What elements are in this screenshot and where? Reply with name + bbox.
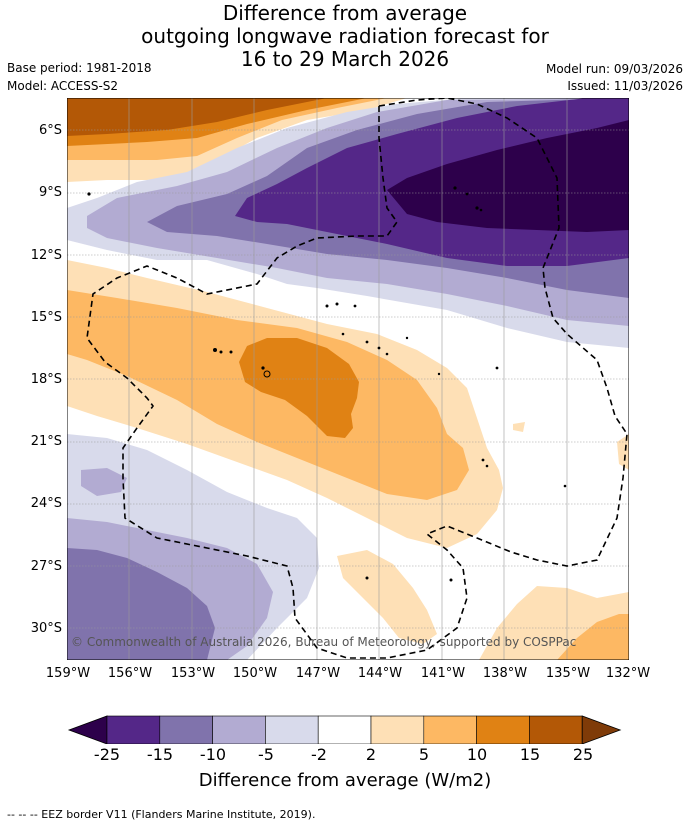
eez-border-north <box>378 98 628 435</box>
lat-label-12s: 12°S <box>30 248 62 263</box>
island <box>229 350 233 354</box>
lat-label-9s: 9°S <box>38 185 62 200</box>
lat-label-21s: 21°S <box>30 434 62 449</box>
lon-label-153w: 153°W <box>170 666 216 681</box>
olr-anomaly-map: © Commonwealth of Australia 2026, Bureau… <box>67 98 629 660</box>
model-run: Model run: 09/03/2026 <box>545 62 683 76</box>
island <box>485 464 489 468</box>
lon-label-132w: 132°W <box>605 666 651 681</box>
negative-anomaly-band-25 <box>387 120 629 232</box>
island <box>563 484 567 488</box>
map-title-line-3: 16 to 29 March 2026 <box>240 47 450 71</box>
land-islands <box>87 186 567 582</box>
colorbar-swatch <box>317 715 372 744</box>
lon-label-141w: 141°W <box>420 666 466 681</box>
island <box>437 372 441 376</box>
colorbar-tick-label: 2 <box>365 745 377 764</box>
eez-border-north-west <box>86 106 628 659</box>
colorbar-swatch <box>423 715 477 744</box>
island <box>353 304 357 308</box>
island <box>385 352 389 356</box>
colorbar-arrow-min <box>67 715 108 744</box>
island <box>453 186 457 190</box>
colorbar-tick-label: -25 <box>93 745 121 764</box>
island <box>449 578 453 582</box>
colorbar-swatch <box>529 715 583 744</box>
island <box>335 302 339 306</box>
copyright-notice: © Commonwealth of Australia 2026, Bureau… <box>71 635 576 649</box>
negative-anomaly-west-patch-5 <box>81 468 127 496</box>
colorbar-arrow-max <box>581 715 622 744</box>
positive-anomaly-east-patch-2 <box>617 434 629 470</box>
map-title-line-2: outgoing longwave radiation forecast for <box>141 24 549 48</box>
lat-label-18s: 18°S <box>30 372 62 387</box>
lon-label-138w: 138°W <box>482 666 528 681</box>
island <box>213 348 217 352</box>
island <box>365 340 369 344</box>
lon-label-135w: 135°W <box>545 666 591 681</box>
graticule-meridians <box>128 98 568 660</box>
positive-anomaly-south-5 <box>67 290 469 500</box>
lat-label-24s: 24°S <box>30 496 62 511</box>
positive-anomaly-south-patch-2 <box>337 550 437 644</box>
positive-anomaly-band-north-25 <box>67 98 327 136</box>
graticule <box>67 129 629 629</box>
lat-label-27s: 27°S <box>30 559 62 574</box>
model-name: Model: ACCESS-S2 <box>7 79 119 93</box>
colorbar-tick-label: -10 <box>199 745 227 764</box>
colorbar <box>67 715 622 744</box>
lat-label-15s: 15°S <box>30 310 62 325</box>
colorbar-title: Difference from average (W/m2) <box>198 770 492 791</box>
island <box>261 366 265 370</box>
colorbar-tick-label: -2 <box>311 745 327 764</box>
island <box>465 192 469 196</box>
island <box>325 304 329 308</box>
colorbar-tick-label: -5 <box>258 745 274 764</box>
lat-label-6s: 6°S <box>38 123 62 138</box>
island <box>365 576 369 580</box>
positive-anomaly-southeast-5 <box>557 614 629 660</box>
lon-label-144w: 144°W <box>357 666 403 681</box>
island <box>341 332 345 336</box>
colorbar-tick-label: 25 <box>572 745 594 764</box>
colorbar-tick-label: 15 <box>519 745 541 764</box>
positive-anomaly-center-patch-2 <box>513 422 525 432</box>
colorbar-tick-label: 5 <box>418 745 430 764</box>
island <box>481 458 485 462</box>
colorbar-swatch <box>212 715 266 744</box>
island <box>377 346 381 350</box>
island <box>263 370 271 378</box>
island <box>405 336 409 340</box>
island <box>495 366 499 370</box>
colorbar-swatch <box>476 715 530 744</box>
map-title-line-1: Difference from average <box>222 1 468 25</box>
lon-label-147w: 147°W <box>295 666 341 681</box>
colorbar-tick-label: -15 <box>146 745 174 764</box>
lon-label-159w: 159°W <box>45 666 91 681</box>
issue-date: Issued: 11/03/2026 <box>567 79 683 93</box>
island <box>475 206 479 210</box>
colorbar-tick-label: 10 <box>466 745 488 764</box>
eez-borders <box>86 98 628 659</box>
colorbar-swatch <box>159 715 213 744</box>
colorbar-swatch <box>265 715 319 744</box>
lon-label-150w: 150°W <box>232 666 278 681</box>
lon-label-156w: 156°W <box>107 666 153 681</box>
colorbar-swatch <box>370 715 425 744</box>
island <box>87 192 91 196</box>
eez-footnote: -- -- -- EEZ border V11 (Flanders Marine… <box>7 808 316 821</box>
negative-anomaly-southwest-10 <box>67 548 215 660</box>
colorbar-swatch <box>106 715 161 744</box>
positive-anomaly-south-10 <box>239 338 359 438</box>
base-period: Base period: 1981-2018 <box>7 61 152 75</box>
island <box>479 208 483 212</box>
lat-label-30s: 30°S <box>30 621 62 636</box>
island <box>219 350 223 354</box>
